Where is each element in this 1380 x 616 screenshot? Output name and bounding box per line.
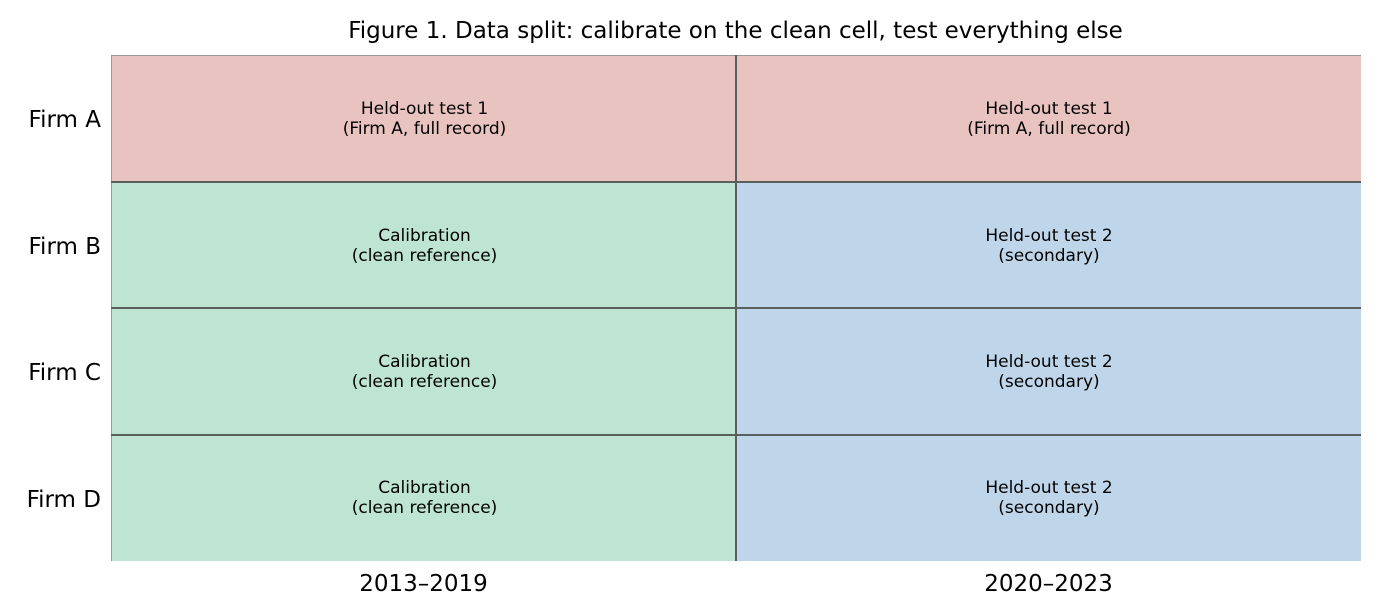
data-split-grid: Held-out test 1 (Firm A, full record) He… — [111, 55, 1361, 561]
cell-firm-c-2020-2023: Held-out test 2 (secondary) — [737, 309, 1361, 435]
cell-label-line2: (clean reference) — [351, 372, 498, 392]
cell-label: Held-out test 2 (secondary) — [985, 226, 1112, 266]
cell-firm-b-2020-2023: Held-out test 2 (secondary) — [737, 182, 1361, 309]
cell-label: Calibration (clean reference) — [352, 352, 498, 392]
cell-firm-d-2013-2019: Calibration (clean reference) — [112, 435, 737, 561]
cell-label: Held-out test 2 (secondary) — [985, 352, 1112, 392]
cell-label: Held-out test 1 (Firm A, full record) — [343, 99, 507, 139]
cell-label-line2: (secondary) — [998, 245, 1100, 266]
cell-label-line2: (clean reference) — [351, 245, 498, 266]
column-divider — [735, 55, 737, 561]
cell-firm-a-2013-2019: Held-out test 1 (Firm A, full record) — [112, 56, 737, 182]
cell-label-line1: Held-out test 2 — [985, 352, 1113, 372]
cell-label-line1: Calibration — [378, 352, 471, 372]
row-label-firm-d: Firm D — [26, 487, 101, 513]
cell-firm-d-2020-2023: Held-out test 2 (secondary) — [737, 435, 1361, 561]
cell-firm-b-2013-2019: Calibration (clean reference) — [112, 182, 737, 309]
cell-label-line2: (secondary) — [998, 498, 1100, 518]
cell-firm-c-2013-2019: Calibration (clean reference) — [112, 309, 737, 435]
cell-label-line1: Held-out test 2 — [985, 478, 1113, 498]
row-label-firm-b: Firm B — [28, 234, 102, 260]
row-label-firm-c: Firm C — [28, 360, 101, 386]
cell-label-line1: Held-out test 1 — [985, 99, 1113, 119]
cell-label: Held-out test 2 (secondary) — [985, 478, 1112, 518]
cell-label-line2: (secondary) — [998, 372, 1100, 392]
column-label-2013-2019: 2013–2019 — [359, 571, 488, 597]
cell-label-line1: Held-out test 2 — [985, 225, 1113, 246]
cell-label: Calibration (clean reference) — [352, 226, 498, 266]
cell-label-line1: Calibration — [378, 478, 471, 498]
figure-title: Figure 1. Data split: calibrate on the c… — [348, 18, 1123, 44]
cell-label-line2: (Firm A, full record) — [342, 119, 507, 139]
cell-label-line2: (clean reference) — [351, 498, 498, 518]
cell-label-line1: Calibration — [378, 225, 471, 246]
cell-label-line1: Held-out test 1 — [360, 99, 489, 119]
column-label-2020-2023: 2020–2023 — [984, 571, 1113, 597]
cell-label: Held-out test 1 (Firm A, full record) — [967, 99, 1131, 139]
cell-firm-a-2020-2023: Held-out test 1 (Firm A, full record) — [737, 56, 1361, 182]
cell-label-line2: (Firm A, full record) — [967, 119, 1131, 139]
row-label-firm-a: Firm A — [28, 107, 101, 133]
cell-label: Calibration (clean reference) — [352, 478, 498, 518]
